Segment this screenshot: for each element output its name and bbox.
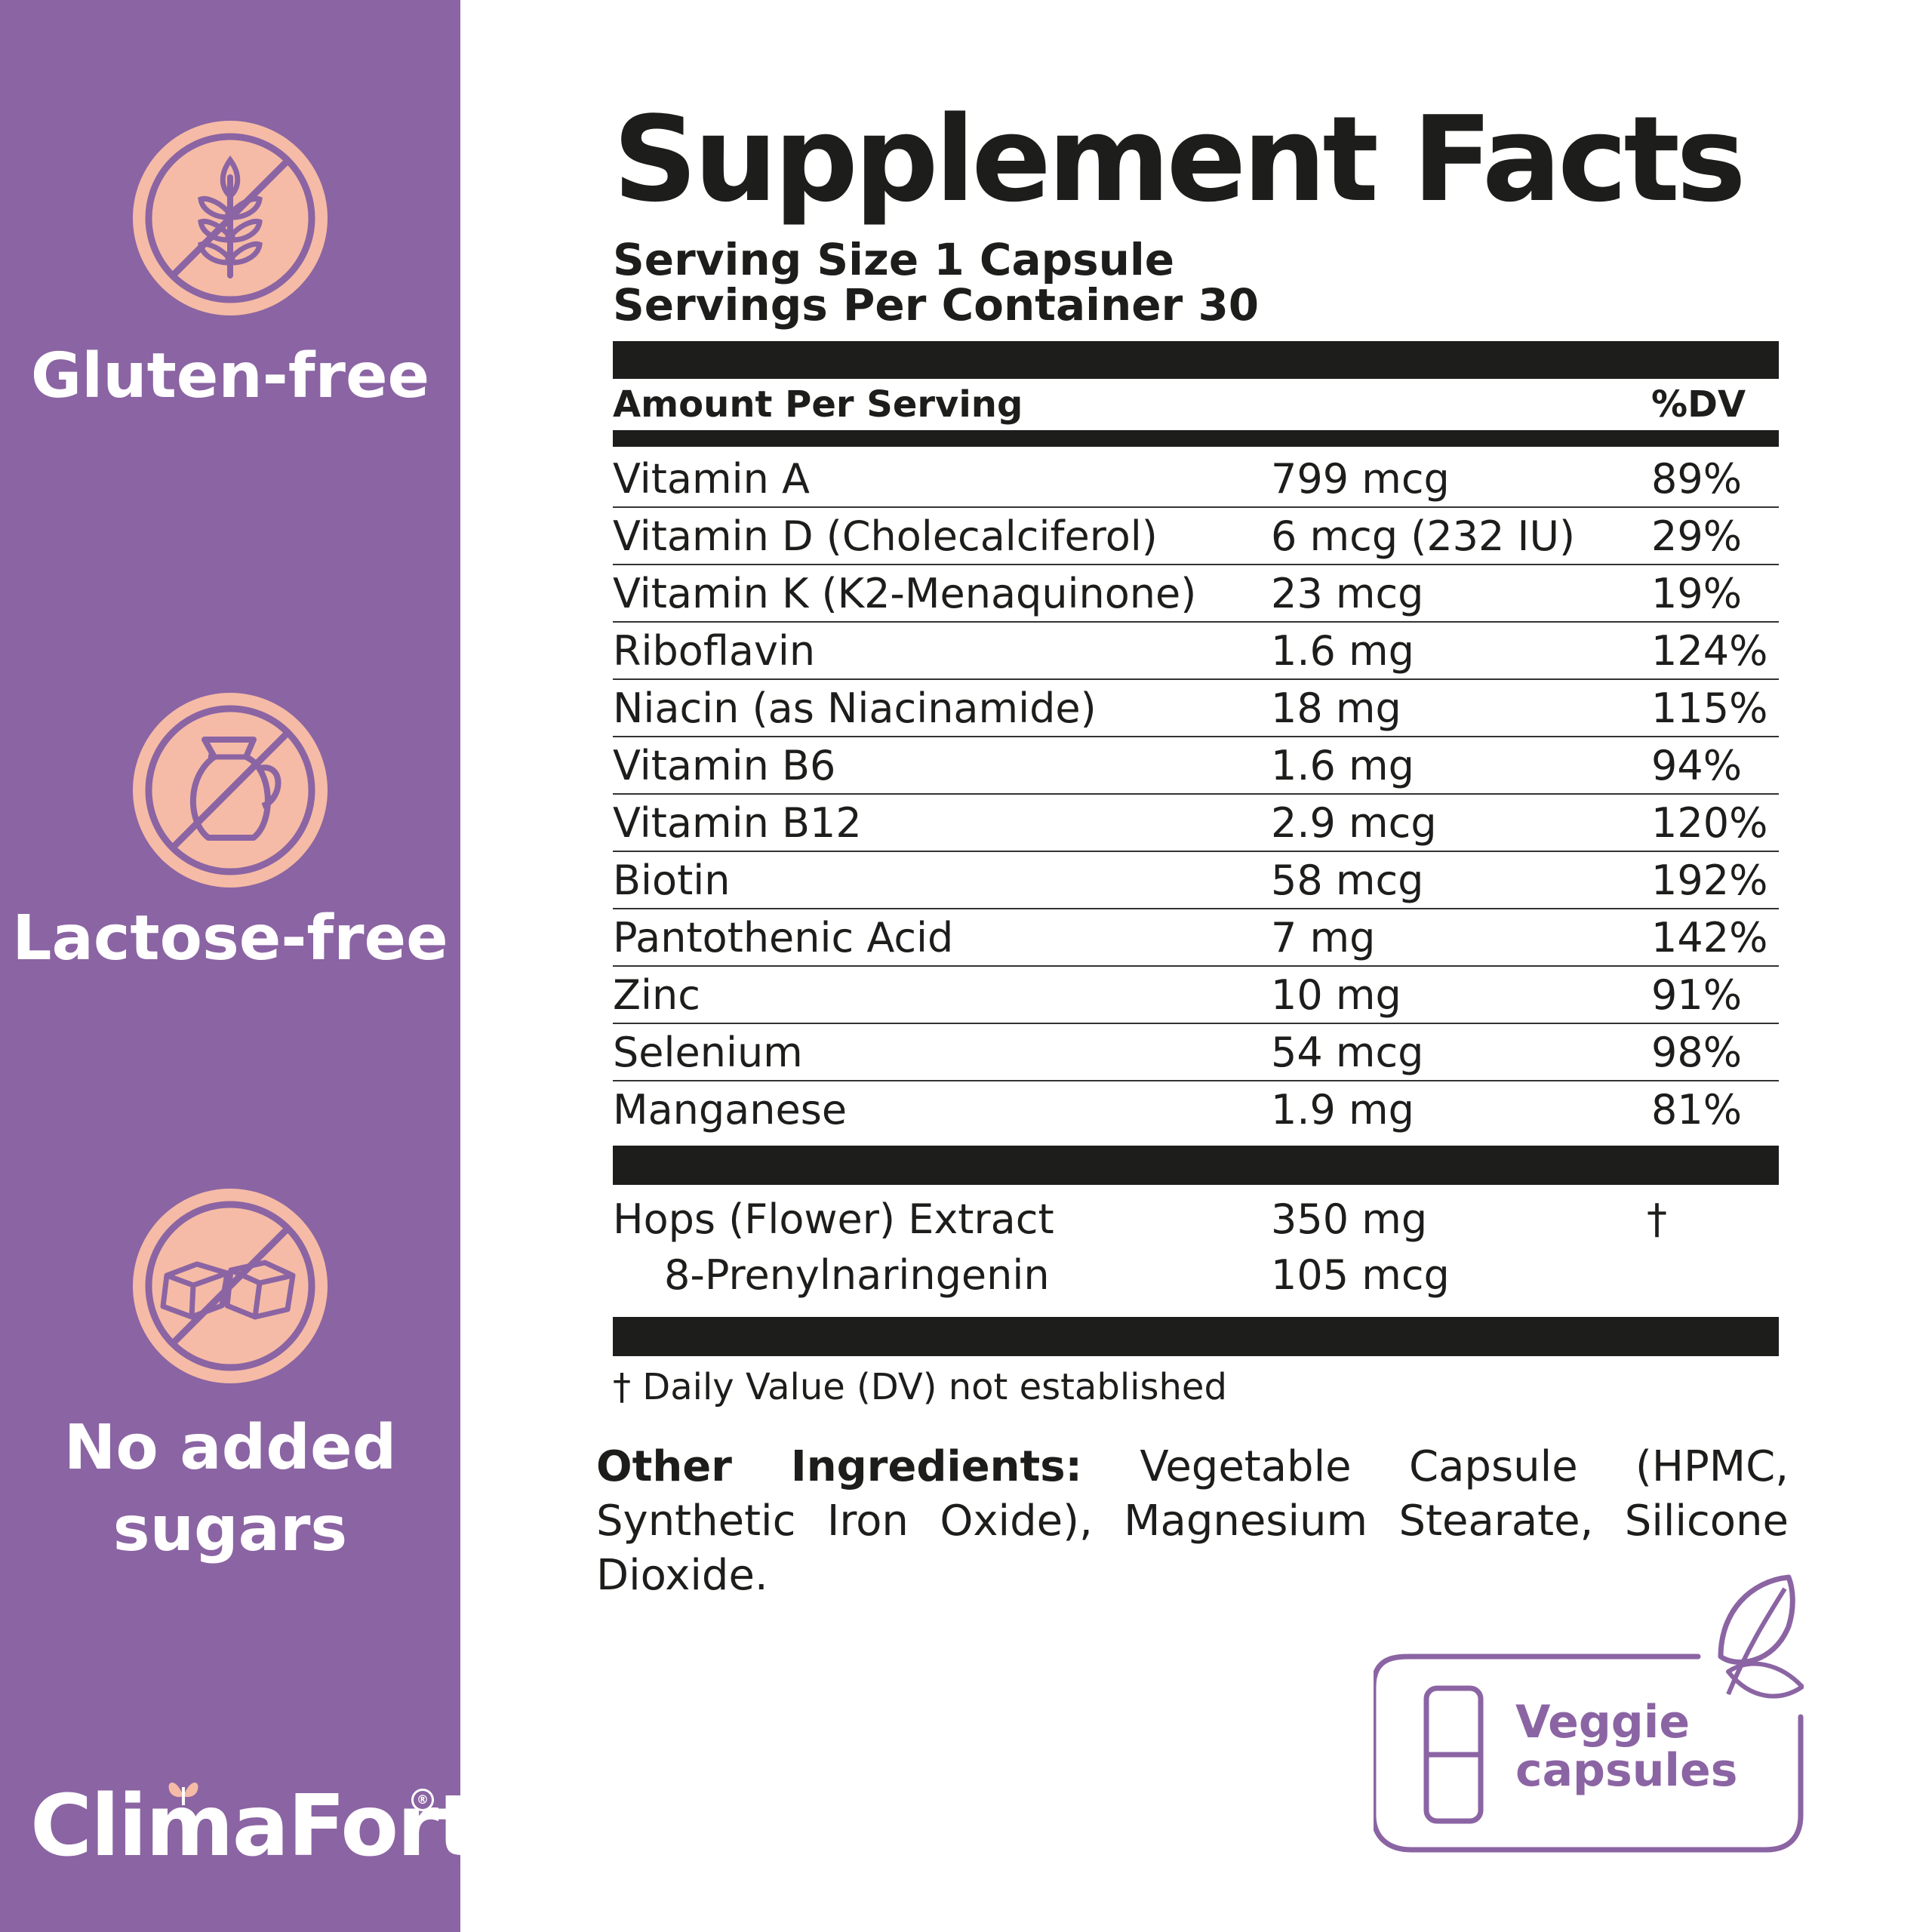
sub-extract-amount: 105 mcg <box>1271 1251 1450 1299</box>
nutrient-amount: 2.9 mcg <box>1271 799 1437 847</box>
nutrient-name: Vitamin B6 <box>613 742 836 789</box>
extract-row: Hops (Flower) Extract 350 mg † <box>613 1191 1779 1248</box>
capsule-leaf-icon <box>1374 1574 1804 1853</box>
sidebar-panel: Gluten-free Lactose-free No added sugars… <box>0 0 478 1932</box>
table-row: Selenium 54 mcg 98% <box>613 1024 1779 1081</box>
nutrient-dv: 91% <box>1651 971 1743 1019</box>
sub-extract-row: 8-Prenylnaringenin 105 mcg <box>613 1247 1779 1304</box>
table-row: Zinc 10 mg 91% <box>613 967 1779 1024</box>
gluten-free-label: Gluten-free <box>30 340 430 412</box>
no-added-sugars-badge <box>133 1189 328 1383</box>
table-row: Riboflavin 1.6 mg 124% <box>613 623 1779 680</box>
nutrient-name: Manganese <box>613 1086 848 1134</box>
nutrient-dv: 142% <box>1651 914 1768 961</box>
veggie-capsules-label: Veggie capsules <box>1515 1698 1737 1795</box>
registered-mark: ® <box>411 1789 434 1811</box>
nutrient-dv: 81% <box>1651 1086 1743 1134</box>
nutrient-name: Selenium <box>613 1029 803 1076</box>
nutrient-dv: 89% <box>1651 455 1743 503</box>
table-row: Vitamin A 799 mcg 89% <box>613 451 1779 508</box>
table-row: Vitamin D (Cholecalciferol) 6 mcg (232 I… <box>613 508 1779 565</box>
header-amount-per-serving: Amount Per Serving <box>613 383 1023 426</box>
serving-size: Serving Size 1 Capsule <box>613 234 1175 285</box>
nutrient-name: Vitamin B12 <box>613 799 862 847</box>
nutrient-amount: 54 mcg <box>1271 1029 1424 1076</box>
lactose-free-badge <box>133 693 328 888</box>
nutrient-name: Pantothenic Acid <box>613 914 954 961</box>
other-ingredients-text: Vegetable Capsule (HPMC, Synthetic Iron … <box>596 1442 1789 1600</box>
thick-divider <box>613 1317 1779 1356</box>
nutrient-name: Vitamin A <box>613 455 810 503</box>
no-wheat-icon <box>145 133 315 303</box>
nutrient-dv: 29% <box>1651 512 1743 560</box>
nutrient-name: Niacin (as Niacinamide) <box>613 685 1097 732</box>
dv-footnote: † Daily Value (DV) not established <box>613 1366 1227 1408</box>
veggie-line1: Veggie <box>1515 1696 1690 1749</box>
butterfly-icon <box>168 1783 198 1805</box>
nutrient-amount: 799 mcg <box>1271 455 1450 503</box>
extract-dv-dagger: † <box>1647 1195 1667 1243</box>
nutrient-dv: 98% <box>1651 1029 1743 1076</box>
table-row: Vitamin B12 2.9 mcg 120% <box>613 795 1779 852</box>
table-row: Vitamin B6 1.6 mg 94% <box>613 737 1779 795</box>
nutrient-name: Vitamin D (Cholecalciferol) <box>613 512 1158 560</box>
nutrient-amount: 58 mcg <box>1271 857 1424 904</box>
nutrient-dv: 192% <box>1651 857 1768 904</box>
gluten-free-badge <box>133 121 328 315</box>
nutrient-amount: 6 mcg (232 IU) <box>1271 512 1576 560</box>
nutrient-amount: 23 mcg <box>1271 570 1424 617</box>
table-row: Biotin 58 mcg 192% <box>613 852 1779 909</box>
extract-name: Hops (Flower) Extract <box>613 1195 1054 1243</box>
nutrient-name: Vitamin K (K2-Menaquinone) <box>613 570 1197 617</box>
table-row: Niacin (as Niacinamide) 18 mg 115% <box>613 680 1779 737</box>
brand-logo-text: ClimaFort <box>30 1777 478 1875</box>
nutrient-dv: 124% <box>1651 627 1768 675</box>
sub-extract-name: 8-Prenylnaringenin <box>664 1251 1050 1299</box>
table-row: Vitamin K (K2-Menaquinone) 23 mcg 19% <box>613 565 1779 623</box>
servings-per-container: Servings Per Container 30 <box>613 279 1260 331</box>
thick-divider <box>613 1146 1779 1185</box>
no-milk-jug-icon <box>145 705 315 875</box>
facts-title: Supplement Facts <box>613 91 1746 228</box>
lactose-free-label: Lactose-free <box>12 903 448 974</box>
nutrient-amount: 18 mg <box>1271 685 1401 732</box>
nutrient-amount: 1.6 mg <box>1271 627 1414 675</box>
thick-divider <box>613 341 1779 379</box>
nutrient-amount: 1.6 mg <box>1271 742 1414 789</box>
header-dv: %DV <box>1651 383 1746 426</box>
extract-amount: 350 mg <box>1271 1195 1428 1243</box>
table-row: Pantothenic Acid 7 mg 142% <box>613 909 1779 967</box>
no-added-sugars-label-line1: No added <box>63 1412 397 1484</box>
table-header: Amount Per Serving %DV <box>613 377 1779 430</box>
nutrient-dv: 120% <box>1651 799 1768 847</box>
no-added-sugars-label-line2: sugars <box>112 1494 348 1565</box>
nutrient-name: Riboflavin <box>613 627 816 675</box>
nutrient-dv: 94% <box>1651 742 1743 789</box>
other-ingredients: Other Ingredients: Vegetable Capsule (HP… <box>596 1440 1789 1603</box>
nutrient-amount: 7 mg <box>1271 914 1376 961</box>
medium-divider <box>613 430 1779 447</box>
nutrient-name: Zinc <box>613 971 700 1019</box>
nutrient-dv: 19% <box>1651 570 1743 617</box>
nutrient-dv: 115% <box>1651 685 1768 732</box>
nutrient-amount: 1.9 mg <box>1271 1086 1414 1134</box>
table-row: Manganese 1.9 mg 81% <box>613 1081 1779 1139</box>
nutrient-amount: 10 mg <box>1271 971 1401 1019</box>
nutrient-name: Biotin <box>613 857 731 904</box>
veggie-line2: capsules <box>1515 1744 1738 1797</box>
no-sugar-cubes-icon <box>145 1201 315 1371</box>
other-ingredients-label: Other Ingredients: <box>596 1442 1082 1491</box>
